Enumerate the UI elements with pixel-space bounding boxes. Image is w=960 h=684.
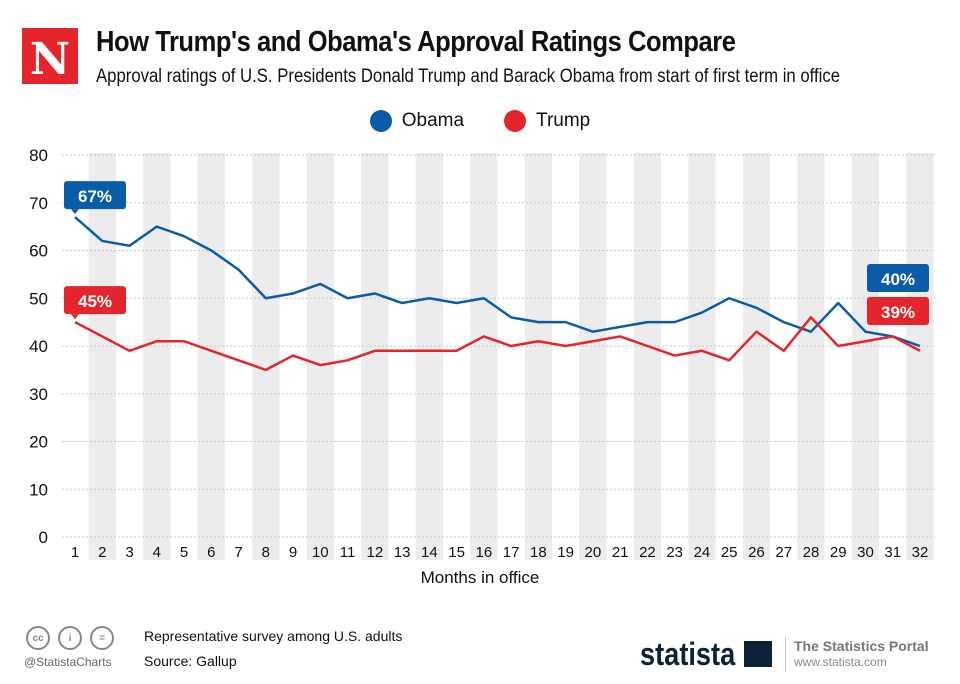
x-tick-label: 24 [694, 544, 711, 561]
statista-logo-icon [744, 641, 772, 667]
x-tick-label: 32 [912, 544, 929, 561]
x-tick-label: 4 [153, 544, 161, 561]
newsweek-logo: N [22, 28, 78, 84]
x-tick-label: 27 [775, 544, 792, 561]
x-tick-label: 18 [530, 544, 547, 561]
y-tick-label: 60 [29, 242, 48, 261]
x-tick-label: 21 [612, 544, 629, 561]
column-band [361, 153, 389, 560]
column-band [906, 153, 934, 560]
x-tick-label: 29 [830, 544, 847, 561]
portal-label: The Statistics Portal [794, 638, 929, 654]
legend-label: Trump [536, 110, 591, 131]
x-tick-label: 20 [585, 544, 602, 561]
y-tick-label: 0 [39, 528, 48, 547]
chart-subtitle: Approval ratings of U.S. Presidents Dona… [96, 66, 841, 87]
x-tick-label: 30 [857, 544, 874, 561]
legend-swatch [504, 110, 527, 132]
svg-text:N: N [30, 34, 70, 84]
x-tick-label: 26 [748, 544, 765, 561]
column-band [633, 153, 662, 560]
column-band [143, 153, 171, 560]
x-tick-label: 2 [98, 544, 106, 561]
data-label-last: 39% [881, 303, 915, 322]
x-tick-label: 16 [476, 544, 493, 561]
x-tick-label: 6 [207, 544, 215, 561]
x-tick-label: 12 [366, 544, 383, 561]
data-label-first: 45% [78, 292, 112, 311]
chart-title: How Trump's and Obama's Approval Ratings… [96, 26, 736, 58]
column-band [797, 153, 825, 560]
y-tick-label: 30 [29, 385, 48, 404]
data-label-last: 40% [881, 270, 915, 289]
x-tick-label: 1 [71, 544, 79, 561]
x-tick-label: 19 [557, 544, 574, 561]
column-band [524, 153, 553, 560]
statista-handle: @StatistaCharts [24, 655, 112, 669]
column-band [742, 153, 771, 560]
data-label-first: 67% [78, 187, 112, 206]
data-label-box [64, 181, 126, 210]
y-tick-label: 70 [29, 194, 48, 213]
y-tick-label: 40 [29, 337, 48, 356]
x-tick-label: 10 [312, 544, 329, 561]
data-label-box [867, 297, 929, 325]
x-tick-label: 7 [234, 544, 242, 561]
x-tick-label: 8 [262, 544, 270, 561]
data-label-box [64, 286, 126, 315]
y-tick-label: 50 [29, 289, 48, 308]
statista-url[interactable]: www.statista.com [794, 655, 887, 669]
column-band [579, 153, 607, 560]
data-label-box [867, 264, 929, 292]
series-line-obama [74, 216, 921, 348]
x-tick-label: 3 [125, 544, 133, 561]
x-tick-label: 22 [639, 544, 656, 561]
column-band [470, 153, 498, 560]
column-band [851, 153, 880, 560]
cc-icon: cc [26, 626, 50, 650]
legend-item-obama: Obama [369, 110, 465, 132]
legend-item-trump: Trump [504, 110, 590, 132]
divider [785, 636, 786, 672]
x-tick-label: 28 [803, 544, 820, 561]
x-tick-label: 15 [448, 544, 465, 561]
column-band [88, 153, 116, 560]
x-tick-label: 25 [721, 544, 738, 561]
y-tick-label: 80 [29, 146, 48, 165]
x-tick-label: 9 [289, 544, 297, 561]
x-tick-label: 13 [394, 544, 411, 561]
survey-note: Representative survey among U.S. adults [144, 628, 403, 644]
column-band [306, 153, 334, 560]
x-tick-label: 5 [180, 544, 188, 561]
x-tick-label: 31 [884, 544, 901, 561]
column-band [688, 153, 716, 560]
statista-logo: statista [640, 636, 736, 672]
data-label-pointer [71, 209, 79, 215]
x-tick-label: 17 [503, 544, 520, 561]
x-tick-label: 11 [340, 544, 356, 561]
column-band [252, 153, 280, 560]
source: Source: Gallup [144, 653, 237, 669]
y-tick-label: 20 [29, 433, 48, 452]
legend-swatch [369, 110, 392, 132]
column-band [415, 153, 443, 560]
nd-icon: = [90, 626, 114, 650]
by-icon: i [58, 626, 82, 650]
y-tick-label: 10 [29, 480, 48, 499]
column-band [197, 153, 225, 560]
series-line-trump [74, 316, 921, 372]
legend: Obama Trump [0, 110, 960, 132]
x-axis-label: Months in office [421, 568, 540, 587]
x-tick-label: 14 [421, 544, 438, 561]
legend-label: Obama [401, 110, 465, 131]
data-label-pointer [71, 314, 79, 320]
x-tick-label: 23 [666, 544, 683, 561]
